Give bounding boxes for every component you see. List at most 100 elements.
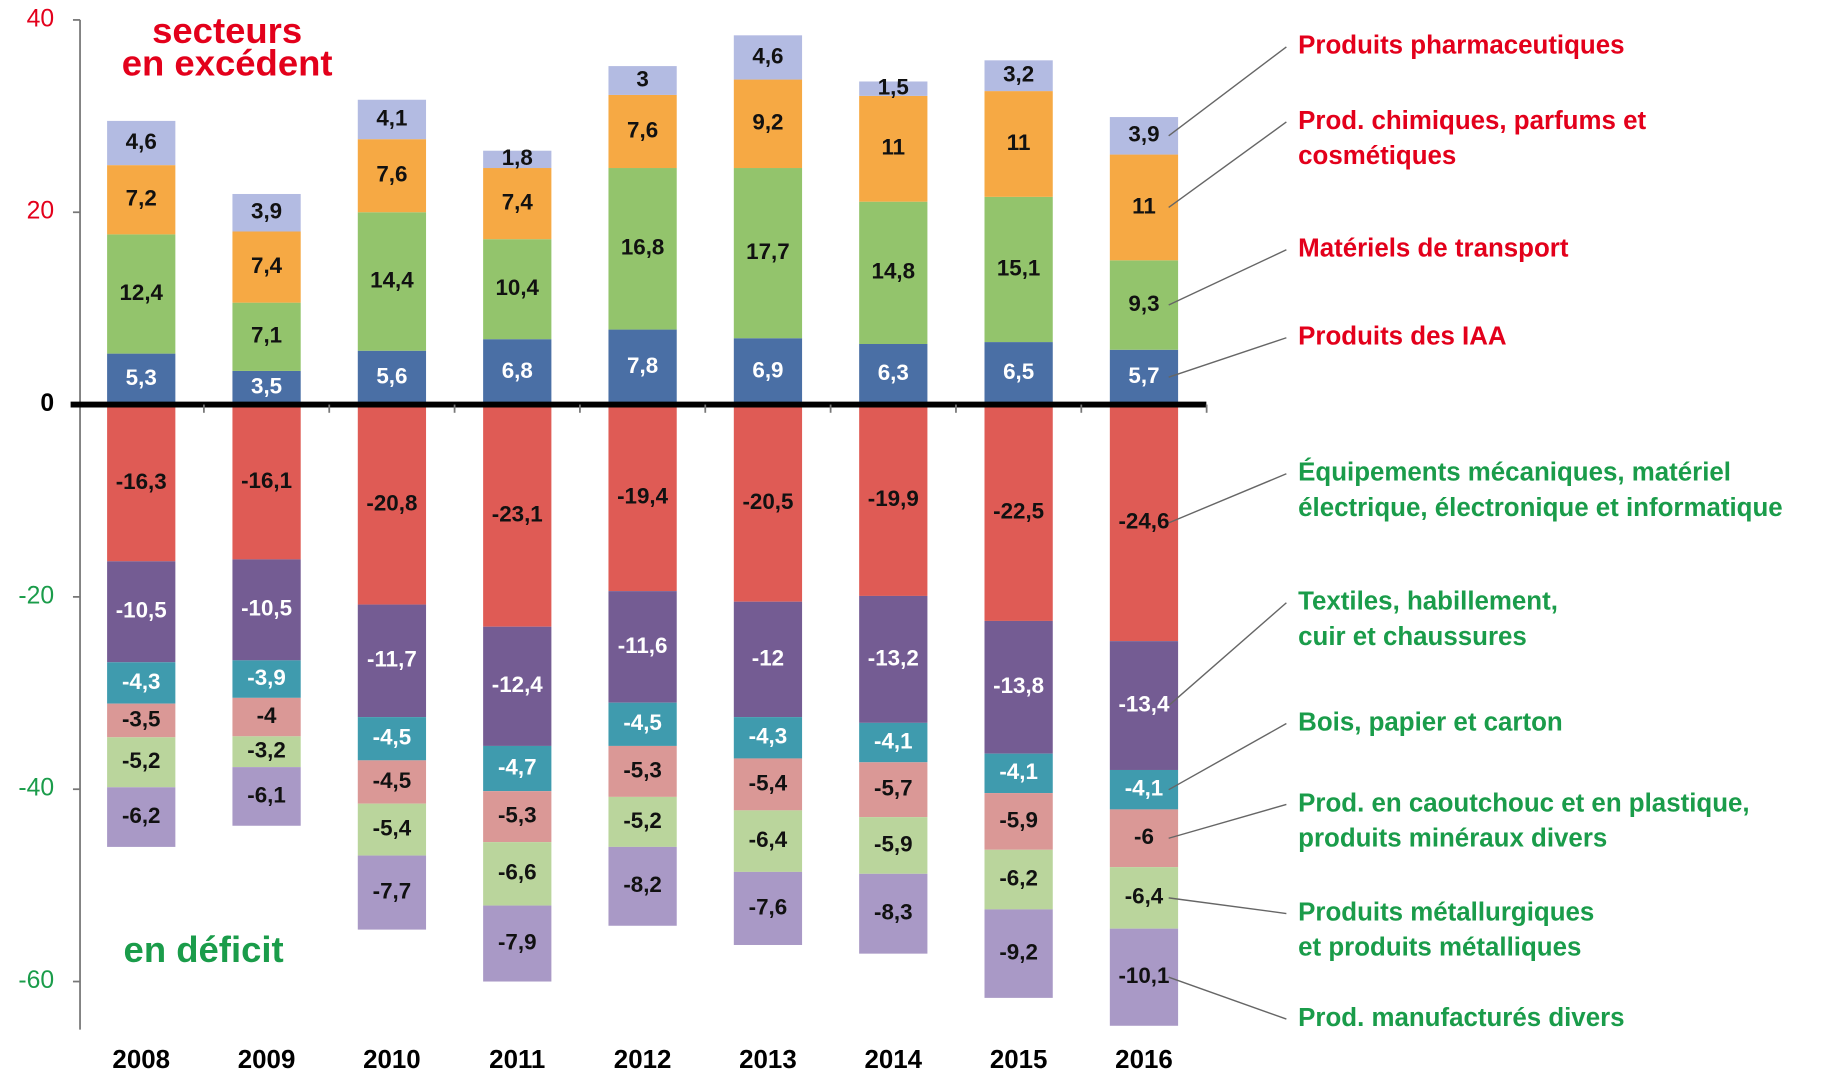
value-label: 3 — [636, 66, 648, 91]
value-label: -5,3 — [623, 757, 662, 782]
value-label: -23,1 — [492, 502, 543, 527]
value-label: -16,3 — [116, 469, 167, 494]
value-label: -20,8 — [366, 490, 417, 515]
value-label: -5,9 — [874, 831, 913, 856]
value-label: -4,3 — [749, 724, 788, 749]
bar-segment — [733, 871, 803, 945]
bar-segment — [107, 353, 176, 405]
bar-segment — [107, 787, 176, 847]
bar-segment — [984, 849, 1053, 910]
bar-segment — [859, 762, 928, 818]
leader-line — [1168, 46, 1287, 137]
y-tick-label: 20 — [27, 198, 54, 225]
legend-label: Prod. chimiques, parfums et cosmétiques — [1298, 107, 1646, 170]
x-tick-label: 2015 — [990, 1046, 1048, 1073]
value-label: -4,1 — [874, 728, 913, 753]
value-label: -6,2 — [999, 866, 1038, 891]
y-tick-label: -60 — [18, 967, 54, 994]
value-label: 6,9 — [752, 357, 783, 382]
value-label: 11 — [1132, 193, 1156, 218]
value-label: -6,1 — [247, 782, 286, 807]
x-tick-label: 2012 — [614, 1046, 672, 1073]
value-label: -22,5 — [993, 499, 1044, 524]
bar-segment — [984, 620, 1053, 754]
value-label: -8,2 — [623, 872, 662, 897]
bar-segment — [483, 150, 552, 169]
value-label: 3,9 — [251, 199, 282, 224]
value-label: -4,7 — [498, 754, 537, 779]
bar-segment — [608, 591, 677, 703]
bar-segment — [107, 234, 176, 354]
x-tick-label: 2011 — [489, 1046, 545, 1073]
bar-segment — [608, 702, 677, 746]
bar-segment — [483, 905, 552, 982]
bar-segment — [357, 604, 427, 718]
bar-segment — [733, 168, 803, 339]
bar-segment — [107, 703, 176, 738]
bar-segment — [357, 99, 427, 140]
value-label: 6,3 — [878, 360, 909, 385]
legend-label: Prod. manufacturés divers — [1298, 1004, 1624, 1032]
value-label: 5,6 — [376, 364, 407, 389]
value-label: -7,9 — [498, 929, 537, 954]
value-label: -6,6 — [498, 860, 537, 885]
value-label: 4,6 — [126, 129, 157, 154]
bar-segment — [859, 404, 928, 596]
value-label: 14,8 — [872, 259, 916, 284]
value-label: -6,2 — [122, 803, 161, 828]
value-label: 4,1 — [376, 105, 407, 130]
bar-segment — [859, 873, 928, 954]
leader-line — [1168, 121, 1287, 209]
value-label: -7,6 — [749, 894, 788, 919]
bar-segment — [483, 339, 552, 405]
value-label: -5,2 — [623, 808, 662, 833]
value-label: -3,5 — [122, 706, 161, 731]
value-label: 12,4 — [119, 280, 163, 305]
legend-label: Produits métallurgiques et produits métal… — [1298, 898, 1594, 961]
bar-segment — [608, 404, 677, 592]
value-label: -4,5 — [373, 725, 412, 750]
value-label: -13,8 — [993, 673, 1044, 698]
value-label: -5,7 — [874, 776, 913, 801]
legend-label: Produits pharmaceutiques — [1298, 32, 1624, 60]
x-tick-label: 2010 — [363, 1046, 421, 1073]
value-label: -10,1 — [1118, 963, 1169, 988]
bar-segment — [1109, 349, 1179, 405]
value-label: 7,1 — [251, 323, 282, 348]
value-label: 7,4 — [502, 190, 534, 215]
bar-segment — [483, 404, 552, 627]
value-label: -10,5 — [241, 596, 292, 621]
value-label: -16,1 — [241, 468, 292, 493]
x-tick-label: 2008 — [112, 1046, 170, 1073]
bar-segment — [984, 196, 1053, 343]
bar-segment — [107, 404, 176, 562]
bar-segment — [357, 803, 427, 856]
legend-label: Produits des IAA — [1298, 323, 1506, 351]
legend-label: Équipements mécaniques, matériel électriq… — [1298, 458, 1783, 522]
value-label: 7,8 — [627, 353, 658, 378]
value-label: 17,7 — [746, 239, 790, 264]
bar-segment — [107, 165, 176, 235]
bar-segment — [733, 601, 803, 718]
bar-segment — [1109, 809, 1179, 868]
bar-segment — [232, 302, 301, 371]
legend-label: Textiles, habillement, cuir et chaussures — [1298, 588, 1558, 651]
bar-segment — [859, 81, 928, 96]
bar-segment — [859, 95, 928, 202]
value-label: -11,7 — [367, 647, 417, 672]
bar-segment — [107, 737, 176, 788]
bar-segment — [1109, 404, 1179, 642]
bar-segment — [733, 79, 803, 169]
bar-segment — [232, 559, 301, 661]
bar-segment — [733, 404, 803, 602]
bar-segment — [232, 660, 301, 698]
leader-line — [1168, 473, 1287, 524]
value-label: 3,9 — [1128, 122, 1159, 147]
x-tick-label: 2013 — [739, 1046, 797, 1073]
leader-line — [1168, 602, 1287, 707]
bar-segment — [1109, 117, 1179, 155]
legend-label: Matériels de transport — [1298, 235, 1569, 263]
leader-line — [1168, 337, 1287, 378]
bar-segment — [608, 329, 677, 405]
bar-segment — [859, 595, 928, 723]
